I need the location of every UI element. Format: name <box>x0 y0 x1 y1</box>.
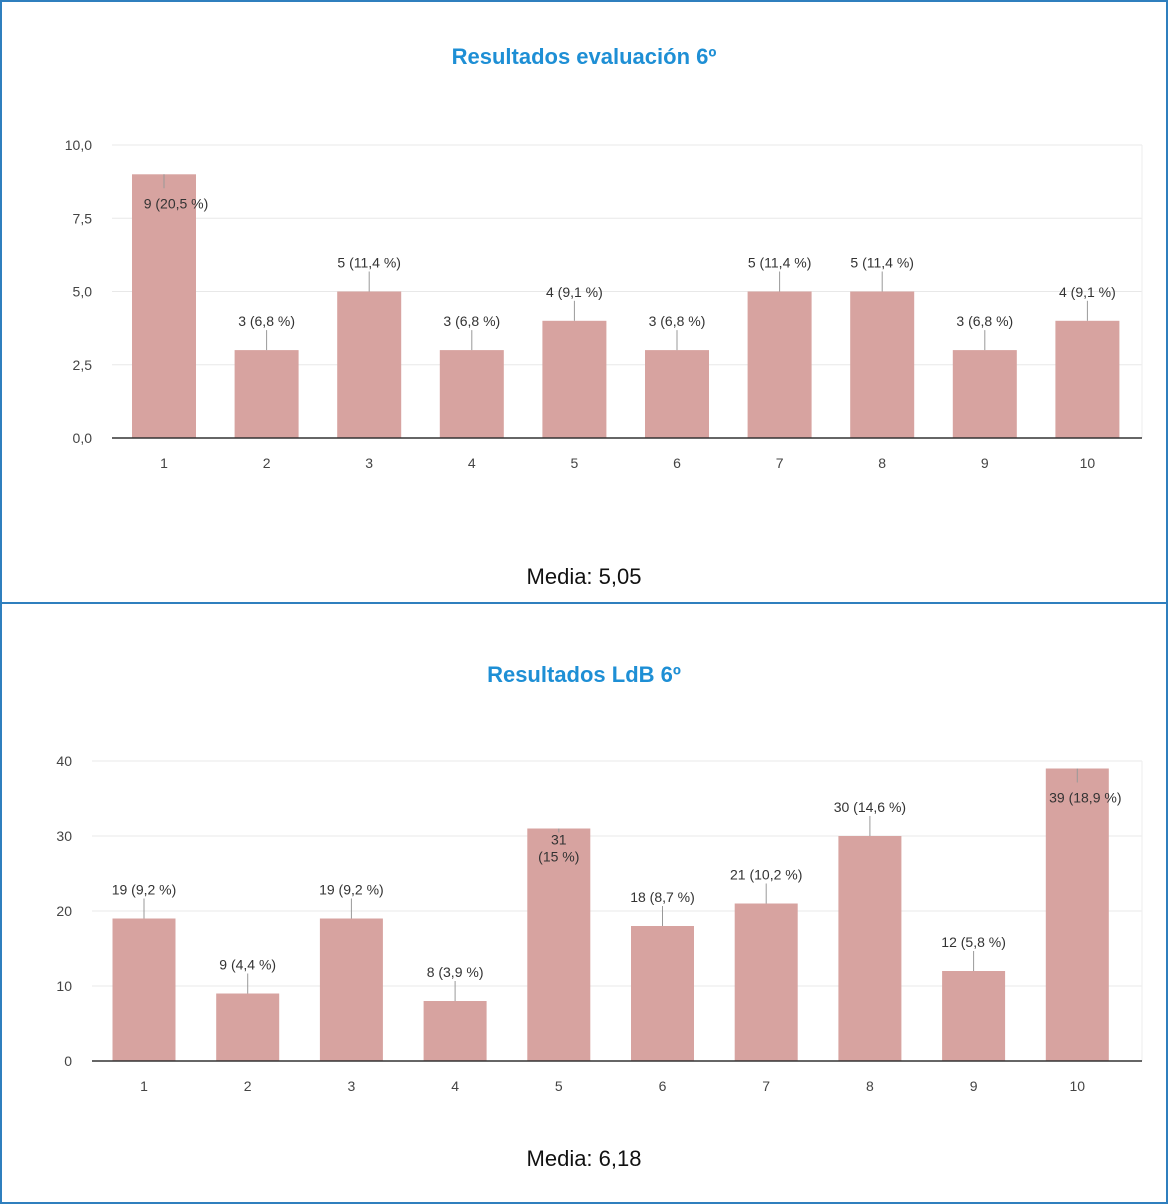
bar <box>747 291 812 438</box>
data-label-line: 31 <box>551 832 567 848</box>
y-tick-label: 0 <box>64 1053 72 1069</box>
x-tick-label: 4 <box>468 455 476 471</box>
x-tick-label: 1 <box>160 455 168 471</box>
x-tick-label: 5 <box>571 455 579 471</box>
x-tick-label: 4 <box>451 1078 459 1094</box>
bar-chart-ldb: 0 10 20 30 40 1 19 (9,2 %) 2 9 (4,4 %) 3 19 (9,2 %… <box>56 753 1143 1094</box>
data-label: 5 (11,4 %) <box>337 255 401 271</box>
bar <box>645 350 709 438</box>
data-label: 5 (11,4 %) <box>850 255 914 271</box>
bar <box>850 291 915 438</box>
data-label: 21 (10,2 %) <box>730 867 802 883</box>
x-tick-label: 6 <box>659 1078 667 1094</box>
x-tick-label: 10 <box>1080 455 1096 471</box>
bar <box>527 828 591 1061</box>
x-tick-label: 8 <box>878 455 886 471</box>
data-label: 3 (6,8 %) <box>238 313 295 329</box>
data-label: 4 (9,1 %) <box>1059 284 1116 300</box>
x-tick-label: 7 <box>776 455 784 471</box>
data-label-line: (15 %) <box>538 849 579 865</box>
y-tick-label: 30 <box>56 828 72 844</box>
y-tick-label: 10 <box>56 978 72 994</box>
bar <box>734 903 798 1061</box>
bar <box>952 350 1017 438</box>
bar-chart-evaluacion: 0,0 2,5 5,0 7,5 10,0 1 9 (20,5 %) 2 3 (6,8 %) 3 5 … <box>65 137 1143 471</box>
chart-panel-evaluacion: Resultados evaluación 6º 0,0 2,5 5,0 7,5 10,… <box>0 0 1168 604</box>
bar <box>542 320 607 438</box>
y-tick-label: 40 <box>56 753 72 769</box>
y-tick-label: 0,0 <box>73 430 93 446</box>
data-label: 18 (8,7 %) <box>630 889 695 905</box>
x-tick-label: 6 <box>673 455 681 471</box>
bar <box>439 350 504 438</box>
data-label: 9 (4,4 %) <box>219 957 276 973</box>
data-label: 5 (11,4 %) <box>748 255 812 271</box>
data-label: 9 (20,5 %) <box>144 195 209 211</box>
y-tick-label: 2,5 <box>73 357 93 373</box>
y-tick-label: 5,0 <box>73 284 93 300</box>
x-tick-label: 2 <box>263 455 271 471</box>
x-tick-label: 3 <box>365 455 373 471</box>
x-tick-label: 9 <box>981 455 989 471</box>
bar <box>337 291 402 438</box>
bar <box>216 993 280 1061</box>
bar <box>838 836 902 1061</box>
bar <box>942 971 1006 1061</box>
y-tick-label: 10,0 <box>65 137 92 153</box>
bar <box>234 350 299 438</box>
chart-title: Resultados LdB 6º <box>487 662 681 687</box>
x-tick-label: 7 <box>762 1078 770 1094</box>
x-tick-label: 2 <box>244 1078 252 1094</box>
data-label: 8 (3,9 %) <box>427 964 484 980</box>
x-tick-label: 10 <box>1070 1078 1086 1094</box>
bar <box>319 918 383 1061</box>
data-label: 19 (9,2 %) <box>319 882 384 898</box>
bar <box>112 918 176 1061</box>
x-tick-label: 9 <box>970 1078 978 1094</box>
chart-title: Resultados evaluación 6º <box>451 44 717 69</box>
data-label: 12 (5,8 %) <box>941 934 1006 950</box>
x-tick-label: 1 <box>140 1078 148 1094</box>
bar <box>1055 320 1120 438</box>
y-tick-label: 7,5 <box>73 210 93 226</box>
data-label: 31 (15 %) <box>538 832 579 865</box>
data-label: 4 (9,1 %) <box>546 284 603 300</box>
x-tick-label: 5 <box>555 1078 563 1094</box>
data-label: 19 (9,2 %) <box>112 882 177 898</box>
x-tick-label: 3 <box>348 1078 356 1094</box>
chart-panel-ldb: Resultados LdB 6º 0 10 20 30 40 1 19 (9,2 %) 2 9… <box>0 602 1168 1204</box>
bar <box>423 1001 487 1061</box>
x-tick-label: 8 <box>866 1078 874 1094</box>
media-text: Media: 5,05 <box>526 564 642 589</box>
data-label: 30 (14,6 %) <box>834 799 906 815</box>
data-label: 3 (6,8 %) <box>443 313 500 329</box>
bar <box>1045 768 1109 1061</box>
data-label: 39 (18,9 %) <box>1049 790 1121 806</box>
y-tick-label: 20 <box>56 903 72 919</box>
bar <box>132 174 196 439</box>
data-label: 3 (6,8 %) <box>956 313 1013 329</box>
media-text: Media: 6,18 <box>526 1146 642 1171</box>
bar <box>631 926 694 1061</box>
data-label: 3 (6,8 %) <box>649 313 706 329</box>
